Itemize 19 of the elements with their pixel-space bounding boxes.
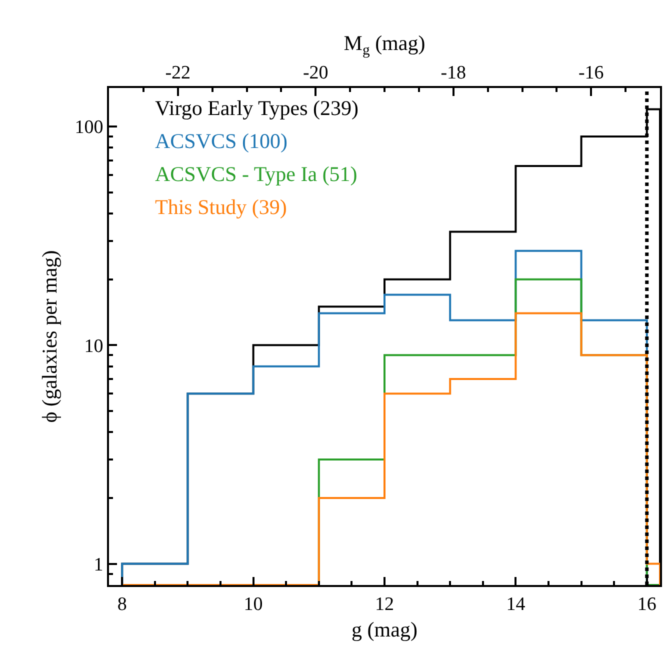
x-tick-label: 8 xyxy=(117,594,127,615)
x2-tick-label: -20 xyxy=(302,62,328,84)
text: ACSVCS (100) xyxy=(155,129,288,153)
x-axis-title: g (mag) xyxy=(352,618,418,642)
y-tick-label: 1 xyxy=(94,554,104,576)
text: Virgo Early Types (239) xyxy=(155,96,359,120)
x-tick-label: 12 xyxy=(375,594,394,615)
x-tick-label: 16 xyxy=(637,594,656,615)
x-tick-label: 10 xyxy=(244,594,263,615)
text: ACSVCS - Type Ia (51) xyxy=(155,162,358,186)
x2-tick-label: -22 xyxy=(165,62,191,84)
x2-tick-label: -16 xyxy=(578,62,604,84)
y-tick-label: 10 xyxy=(84,336,104,357)
x2-tick-label: -18 xyxy=(440,62,466,84)
x-tick-label: 14 xyxy=(506,594,526,615)
y-tick-label: 100 xyxy=(74,117,104,138)
x2-axis-title: M$_{g}$ (mag) xyxy=(344,31,426,58)
y-axis-title: ϕ (galaxies per mag) xyxy=(37,250,62,423)
text: This Study (39) xyxy=(155,195,287,219)
